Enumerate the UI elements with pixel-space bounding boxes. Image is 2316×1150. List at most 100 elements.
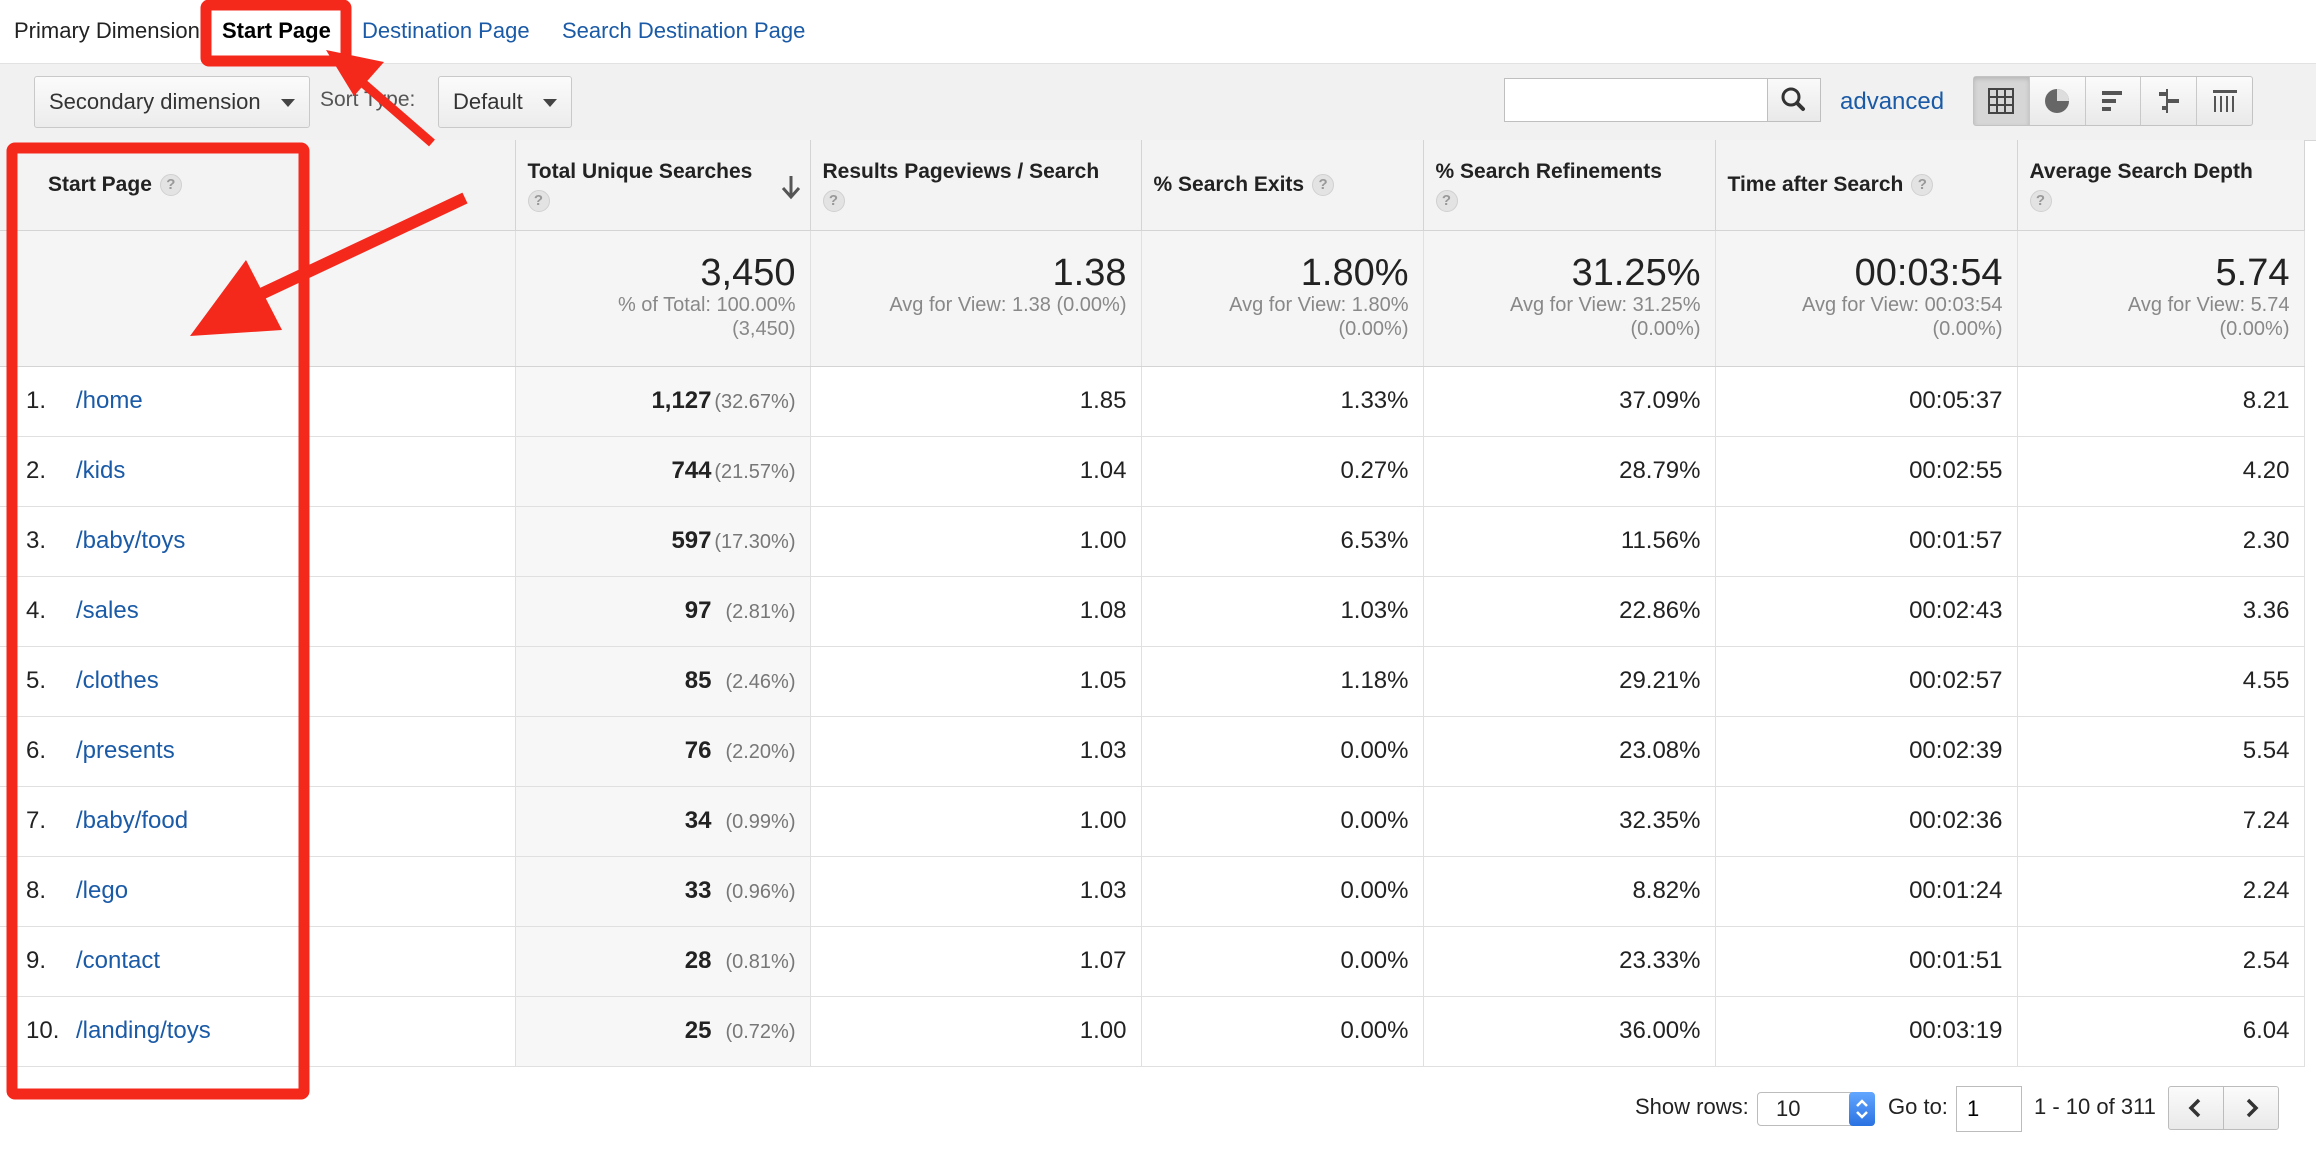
header-search-refinements[interactable]: % Search Refinements ? bbox=[1423, 140, 1716, 231]
header-average-search-depth[interactable]: Average Search Depth ? bbox=[2017, 140, 2305, 231]
total-unique-searches: 3,450 % of Total: 100.00% (3,450) bbox=[515, 230, 811, 367]
sort-descending-icon bbox=[781, 176, 800, 200]
start-page-link[interactable]: /kids bbox=[76, 457, 126, 484]
start-page-link[interactable]: /presents bbox=[76, 737, 175, 764]
table-search-input[interactable] bbox=[1504, 78, 1768, 122]
time-after-search-cell: 00:02:57 bbox=[1715, 646, 2018, 717]
start-page-link[interactable]: /baby/food bbox=[76, 807, 189, 834]
search-exits-cell: 1.18% bbox=[1141, 646, 1424, 717]
help-icon[interactable]: ? bbox=[1312, 174, 1335, 197]
help-icon[interactable]: ? bbox=[527, 189, 550, 212]
row-rank: 8. bbox=[26, 877, 47, 904]
search-exits-cell: 0.27% bbox=[1141, 436, 1424, 507]
header-start-page[interactable]: Start Page? bbox=[0, 140, 516, 231]
secondary-dimension-label: Secondary dimension bbox=[49, 89, 261, 114]
time-after-search-cell: 00:02:36 bbox=[1715, 786, 2018, 857]
search-refinements-cell: 29.21% bbox=[1423, 646, 1716, 717]
row-rank: 9. bbox=[26, 947, 47, 974]
unique-searches-cell: 97 (2.81%) bbox=[515, 576, 811, 647]
search-exits-cell: 0.00% bbox=[1141, 856, 1424, 927]
primary-dimension-label: Primary Dimension: bbox=[14, 18, 206, 43]
previous-page-button[interactable] bbox=[2168, 1086, 2224, 1130]
header-total-unique-searches[interactable]: Total Unique Searches ? bbox=[515, 140, 811, 231]
help-icon[interactable]: ? bbox=[1911, 174, 1934, 197]
pagination: Show rows: 10 Go to: 1 - 10 of 311 bbox=[0, 1068, 2316, 1150]
unique-searches-value: 34 bbox=[684, 807, 712, 834]
totals-row: 3,450 % of Total: 100.00% (3,450) 1.38 A… bbox=[0, 230, 2305, 367]
average-search-depth-cell: 4.55 bbox=[2017, 646, 2305, 717]
start-page-link[interactable]: /landing/toys bbox=[76, 1017, 211, 1044]
header-time-after-search[interactable]: Time after Search? bbox=[1715, 140, 2018, 231]
header-search-exits[interactable]: % Search Exits? bbox=[1141, 140, 1424, 231]
unique-searches-value: 28 bbox=[684, 947, 712, 974]
secondary-dimension-dropdown[interactable]: Secondary dimension bbox=[34, 76, 310, 128]
start-page-cell: 2. /kids bbox=[0, 436, 516, 507]
goto-page-input[interactable] bbox=[1956, 1086, 2022, 1132]
start-page-link[interactable]: /sales bbox=[76, 597, 139, 624]
results-pageviews-cell: 1.00 bbox=[810, 996, 1142, 1067]
unique-searches-cell: 34 (0.99%) bbox=[515, 786, 811, 857]
time-after-search-cell: 00:01:51 bbox=[1715, 926, 2018, 997]
chevron-right-icon bbox=[2246, 1098, 2259, 1118]
start-page-link[interactable]: /clothes bbox=[76, 667, 159, 694]
help-icon[interactable]: ? bbox=[1435, 189, 1458, 212]
sort-type-dropdown[interactable]: Default bbox=[438, 76, 572, 128]
start-page-cell: 10. /landing/toys bbox=[0, 996, 516, 1067]
help-icon[interactable]: ? bbox=[159, 174, 182, 197]
advanced-filter-link[interactable]: advanced bbox=[1840, 88, 1945, 115]
table-view-button[interactable] bbox=[1974, 77, 2030, 125]
row-rank: 6. bbox=[26, 737, 47, 764]
search-refinements-cell: 23.33% bbox=[1423, 926, 1716, 997]
row-rank: 7. bbox=[26, 807, 47, 834]
results-pageviews-cell: 1.00 bbox=[810, 506, 1142, 577]
time-after-search-cell: 00:01:57 bbox=[1715, 506, 2018, 577]
search-refinements-cell: 28.79% bbox=[1423, 436, 1716, 507]
average-search-depth-cell: 5.54 bbox=[2017, 716, 2305, 787]
average-search-depth-cell: 7.24 bbox=[2017, 786, 2305, 857]
pivot-view-button[interactable] bbox=[2197, 77, 2252, 125]
results-pageviews-cell: 1.03 bbox=[810, 716, 1142, 787]
results-pageviews-cell: 1.00 bbox=[810, 786, 1142, 857]
chevron-down-icon bbox=[281, 99, 295, 107]
pie-view-button[interactable] bbox=[2030, 77, 2086, 125]
start-page-link[interactable]: /home bbox=[76, 387, 143, 414]
time-after-search-cell: 00:02:39 bbox=[1715, 716, 2018, 787]
sort-type-label: Sort Type: bbox=[320, 88, 416, 111]
tab-start-page[interactable]: Start Page bbox=[222, 18, 331, 43]
results-pageviews-cell: 1.05 bbox=[810, 646, 1142, 717]
total-time-after-search: 00:03:54 Avg for View: 00:03:54 (0.00%) bbox=[1715, 230, 2018, 367]
help-icon[interactable]: ? bbox=[2029, 189, 2052, 212]
search-button[interactable] bbox=[1767, 78, 1821, 122]
search-refinements-cell: 36.00% bbox=[1423, 996, 1716, 1067]
show-rows-select[interactable]: 10 bbox=[1757, 1092, 1875, 1126]
table-toolbar: Secondary dimension Sort Type: Default a… bbox=[0, 64, 2316, 141]
results-pageviews-cell: 1.85 bbox=[810, 366, 1142, 437]
unique-searches-share: (0.99%) bbox=[725, 811, 796, 833]
row-rank: 5. bbox=[26, 667, 47, 694]
chevron-down-icon bbox=[543, 99, 557, 107]
start-page-link[interactable]: /baby/toys bbox=[76, 527, 186, 554]
start-page-link[interactable]: /contact bbox=[76, 947, 161, 974]
unique-searches-cell: 33 (0.96%) bbox=[515, 856, 811, 927]
search-exits-cell: 1.33% bbox=[1141, 366, 1424, 437]
help-icon[interactable]: ? bbox=[822, 189, 845, 212]
performance-view-button[interactable] bbox=[2086, 77, 2142, 125]
search-refinements-cell: 32.35% bbox=[1423, 786, 1716, 857]
search-refinements-cell: 11.56% bbox=[1423, 506, 1716, 577]
show-rows-label: Show rows: bbox=[1635, 1094, 1749, 1119]
unique-searches-share: (17.30%) bbox=[714, 531, 796, 553]
comparison-view-button[interactable] bbox=[2141, 77, 2198, 125]
tab-search-destination-page[interactable]: Search Destination Page bbox=[562, 18, 806, 43]
search-refinements-cell: 23.08% bbox=[1423, 716, 1716, 787]
header-results-pageviews-per-search[interactable]: Results Pageviews / Search ? bbox=[810, 140, 1142, 231]
table-row: 6. /presents 76 (2.20%) 1.03 0.00% 23.08% 00:02… bbox=[0, 716, 2305, 787]
page-range-text: 1 - 10 of 311 bbox=[2034, 1094, 2156, 1119]
unique-searches-share: (0.81%) bbox=[725, 951, 796, 973]
time-after-search-cell: 00:02:55 bbox=[1715, 436, 2018, 507]
next-page-button[interactable] bbox=[2223, 1086, 2279, 1130]
start-page-cell: 9. /contact bbox=[0, 926, 516, 997]
row-rank: 3. bbox=[26, 527, 47, 554]
table-row: 5. /clothes 85 (2.46%) 1.05 1.18% 29.21% 00:02:… bbox=[0, 646, 2305, 717]
tab-destination-page[interactable]: Destination Page bbox=[362, 18, 530, 43]
start-page-link[interactable]: /lego bbox=[76, 877, 129, 904]
